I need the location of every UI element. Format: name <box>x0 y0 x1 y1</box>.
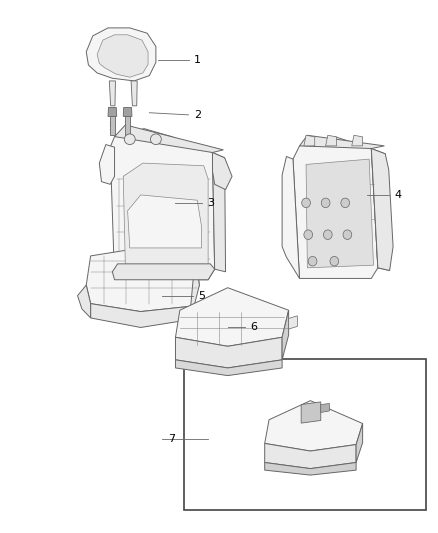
Polygon shape <box>176 337 282 368</box>
Ellipse shape <box>341 198 350 208</box>
Polygon shape <box>282 310 289 360</box>
Polygon shape <box>352 135 363 146</box>
Text: 2: 2 <box>194 110 201 120</box>
Polygon shape <box>371 149 393 270</box>
Polygon shape <box>86 248 199 312</box>
Polygon shape <box>123 163 208 269</box>
Ellipse shape <box>343 230 352 239</box>
Ellipse shape <box>321 198 330 208</box>
Text: 6: 6 <box>251 322 258 333</box>
Polygon shape <box>304 135 315 146</box>
Bar <box>184 359 426 511</box>
Polygon shape <box>86 28 156 81</box>
Text: 4: 4 <box>394 190 401 200</box>
Polygon shape <box>265 463 356 475</box>
Polygon shape <box>306 159 374 268</box>
Polygon shape <box>356 424 363 463</box>
Polygon shape <box>191 259 199 319</box>
Polygon shape <box>371 149 390 270</box>
Ellipse shape <box>308 256 317 266</box>
Ellipse shape <box>330 256 339 266</box>
Ellipse shape <box>150 134 161 144</box>
Ellipse shape <box>302 198 311 208</box>
Polygon shape <box>289 316 297 329</box>
Polygon shape <box>99 144 115 184</box>
Polygon shape <box>293 137 378 278</box>
Polygon shape <box>325 135 336 146</box>
Polygon shape <box>321 403 329 413</box>
Text: 7: 7 <box>168 434 175 444</box>
Polygon shape <box>212 152 232 190</box>
Text: 5: 5 <box>198 290 205 301</box>
Ellipse shape <box>304 230 313 239</box>
Ellipse shape <box>124 134 135 144</box>
Polygon shape <box>113 264 215 280</box>
Text: 3: 3 <box>207 198 214 208</box>
Polygon shape <box>131 81 137 106</box>
Polygon shape <box>176 288 289 346</box>
Ellipse shape <box>323 230 332 239</box>
Polygon shape <box>78 285 91 318</box>
Polygon shape <box>127 195 201 248</box>
Polygon shape <box>110 81 116 106</box>
Polygon shape <box>110 116 115 135</box>
Polygon shape <box>176 360 282 376</box>
Polygon shape <box>110 128 215 280</box>
Text: 1: 1 <box>194 55 201 64</box>
Polygon shape <box>265 443 356 469</box>
Polygon shape <box>97 35 148 77</box>
Polygon shape <box>301 402 321 423</box>
Polygon shape <box>108 108 117 116</box>
Polygon shape <box>300 135 385 149</box>
Polygon shape <box>212 152 226 272</box>
Polygon shape <box>91 304 191 327</box>
Polygon shape <box>123 108 132 116</box>
Polygon shape <box>282 157 300 278</box>
Polygon shape <box>265 401 363 451</box>
Polygon shape <box>125 116 130 135</box>
Polygon shape <box>115 125 223 152</box>
